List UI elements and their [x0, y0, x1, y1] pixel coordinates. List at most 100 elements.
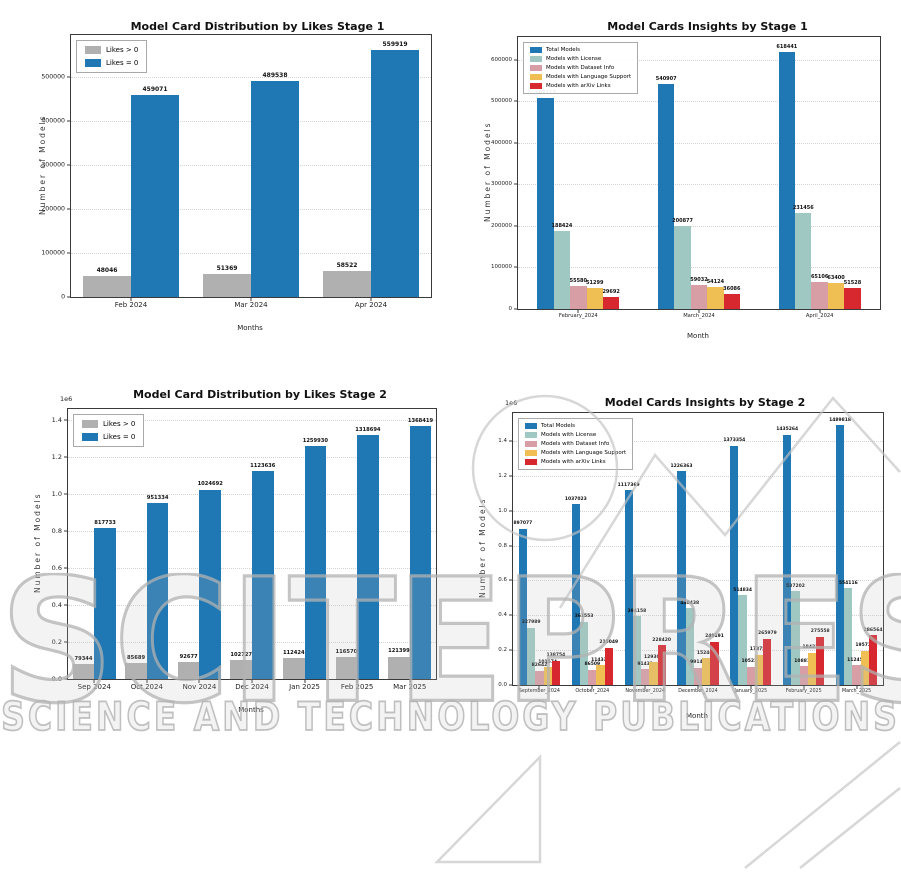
bar — [409, 425, 432, 679]
bar-value-label: 152465 — [696, 650, 716, 656]
x-tick-mark — [750, 685, 752, 689]
x-tick-mark — [304, 679, 306, 683]
bar-value-label: 184233 — [802, 645, 822, 651]
bar-value-label: 188424 — [551, 222, 573, 229]
bar — [685, 608, 694, 685]
gridline — [513, 580, 883, 582]
bar — [304, 446, 327, 679]
bar-value-label: 1024692 — [197, 481, 223, 488]
bar — [535, 670, 544, 685]
y-tick-mark — [64, 678, 68, 680]
x-tick-mark — [356, 679, 358, 683]
plot-area: 0.0 0.2 0.4 0.6 0.8 1.0 1.2 1.4 1e6 79344 817733 Se… — [52, 395, 437, 691]
bar-value-label: 29692 — [602, 288, 620, 295]
watermark-triangle — [434, 753, 542, 864]
gridline — [518, 267, 880, 269]
y-tick-mark — [67, 120, 71, 122]
legend-item: Likes > 0 — [85, 46, 138, 54]
y-tick-mark — [509, 579, 513, 581]
bar-value-label: 86509 — [584, 662, 601, 668]
bar-value-label: 1318694 — [355, 426, 381, 433]
x-tick-mark — [251, 679, 253, 683]
bar-value-label: 440438 — [680, 600, 700, 606]
bar-value-label: 92677 — [179, 653, 198, 660]
bar — [852, 665, 861, 685]
chart-title: Model Cards Insights by Stage 1 — [607, 20, 808, 33]
bar — [543, 667, 552, 685]
legend-item: Models with Dataset Info — [525, 441, 626, 447]
bar-value-label: 82642 — [531, 663, 548, 669]
gridline — [513, 510, 883, 512]
x-tick-mark — [146, 679, 148, 683]
chart-panel-insights-stage2: Model Cards Insights by Stage 2 Number o… — [466, 382, 898, 734]
bar-value-label: 951334 — [146, 494, 169, 501]
y-tick-mark — [67, 164, 71, 166]
bar-value-label: 51299 — [586, 279, 604, 286]
y-tick-mark — [64, 567, 68, 569]
y-tick-label: 100000 — [491, 264, 512, 271]
bar — [816, 636, 825, 685]
x-tick-label: February_2024 — [558, 313, 598, 319]
x-tick-mark — [819, 309, 821, 313]
bar-value-label: 101574 — [538, 659, 558, 665]
y-tick-mark — [64, 530, 68, 532]
bar-value-label: 63400 — [827, 274, 845, 281]
legend: Total Models Models with License Models wi… — [523, 42, 639, 94]
bar — [553, 230, 571, 309]
y-tick-label: 1.4 — [498, 437, 507, 444]
y-tick-label: 0 — [61, 293, 65, 301]
x-tick-mark — [803, 685, 805, 689]
gridline — [513, 615, 883, 617]
chart-panel-insights-stage1: Model Cards Insights by Stage 1 Number o… — [473, 10, 898, 342]
gridline — [518, 101, 880, 103]
x-tick-label: October_2024 — [575, 689, 610, 694]
bar — [795, 212, 812, 309]
y-tick-mark — [509, 684, 513, 686]
legend-label: Likes = 0 — [106, 59, 139, 67]
bar-value-label: 554116 — [838, 580, 858, 586]
bar — [146, 503, 169, 679]
bar — [844, 588, 853, 685]
legend-label: Models with License — [541, 432, 597, 438]
bar — [677, 471, 686, 685]
bar-value-label: 215049 — [599, 640, 619, 646]
bar-value-label: 55580 — [569, 277, 588, 284]
bar — [649, 662, 658, 685]
bar — [730, 445, 739, 685]
bar — [230, 660, 252, 679]
legend-item: Models with Dataset Info — [530, 65, 631, 71]
x-tick-label: March_2025 — [841, 689, 872, 694]
x-tick-mark — [577, 309, 579, 313]
bar-value-label: 59032 — [690, 276, 708, 283]
bar-value-label: 51369 — [216, 265, 238, 273]
bar — [754, 654, 764, 685]
bar-value-label: 394158 — [627, 608, 647, 614]
legend-item: Total Models — [525, 423, 626, 429]
y-tick-label: 0.4 — [51, 601, 62, 610]
y-tick-label: 600000 — [491, 56, 512, 63]
bar-value-label: 99142 — [690, 660, 706, 666]
x-tick-label: Feb 2024 — [114, 301, 148, 309]
legend-item: Likes > 0 — [82, 420, 135, 428]
y-tick-label: 0.8 — [51, 527, 62, 536]
bar-value-label: 114338 — [591, 657, 610, 663]
y-tick-mark — [509, 649, 513, 651]
x-tick-label: Dec 2024 — [235, 683, 269, 691]
bar — [693, 667, 703, 685]
gridline — [513, 650, 883, 652]
bar — [537, 98, 554, 309]
bar-value-label: 200877 — [672, 217, 694, 224]
legend-label: Models with Dataset Info — [541, 441, 610, 447]
x-tick-label: December_2024 — [678, 689, 718, 694]
legend-swatch — [525, 423, 537, 429]
bar — [791, 591, 800, 685]
bar — [83, 275, 131, 297]
legend-label: Likes > 0 — [106, 46, 139, 54]
legend-label: Total Models — [541, 423, 575, 429]
y-tick-label: 0.0 — [498, 682, 507, 688]
bar-value-label: 1123636 — [250, 463, 276, 470]
legend-swatch — [530, 56, 542, 62]
bar-value-label: 1117369 — [617, 482, 640, 488]
gridline — [71, 76, 431, 78]
